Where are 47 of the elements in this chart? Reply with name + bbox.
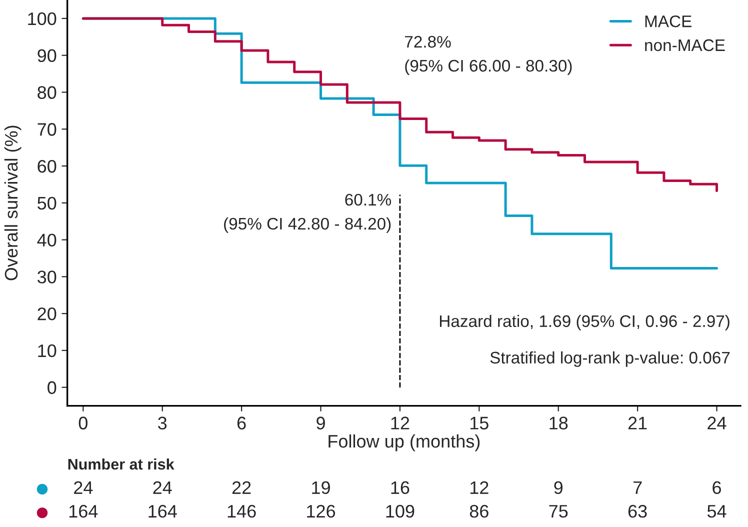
x-axis-title: Follow up (months) [328,434,480,452]
text: 63 [628,504,647,518]
text: Number at risk [68,458,174,470]
text: 54 [707,505,726,518]
annotation: 72.8% (95% CI 66.00 - 80.30) [404,36,572,75]
y-tick-label: 0 [48,381,56,394]
y-axis-title: Overall survival (%) [4,126,22,280]
text: 12 [470,481,488,494]
x-tick-label: 18 [550,416,568,430]
y-tick-label: 100 [28,12,56,26]
text: 24 [74,481,93,494]
x-tick-label: 9 [316,416,325,430]
y-tick-label: 70 [38,123,56,136]
text: 7 [633,481,642,494]
annotation: Hazard ratio, 1.69 (95% CI, 0.96 - 2.97) [440,314,730,330]
x-tick-label: 3 [158,416,167,430]
x-tick-label: 0 [78,416,88,430]
annotation: Stratified log-rank p-value: 0.067 [490,351,730,367]
text: 126 [307,504,336,518]
text: 22 [232,481,251,494]
y-tick-label: 60 [38,160,56,173]
y-tick-label: 40 [37,234,56,247]
x-tick-label: 12 [391,416,410,430]
legend-label: non-MACE [645,39,725,52]
text: 164 [69,504,98,518]
annotation: 60.1% (95% CI 42.80 - 84.20) [224,194,392,233]
text: 24 [153,481,172,494]
legend-label: MACE [645,15,692,28]
y-tick-label: 80 [38,86,56,99]
text: 164 [148,504,177,518]
x-tick-label: 21 [628,416,647,430]
y-tick-label: 30 [38,270,56,284]
x-tick-label: 15 [470,416,488,430]
x-tick-label: 6 [237,416,246,430]
y-tick-label: 90 [38,49,56,62]
text: 146 [228,504,256,518]
text: 86 [470,504,488,518]
text: 6 [712,481,721,494]
text: 16 [391,481,410,494]
y-tick-label: 10 [38,344,56,358]
text: 109 [386,504,414,518]
y-tick-label: 20 [38,308,56,320]
text: 9 [554,481,563,494]
text: 75 [549,505,568,518]
y-tick-label: 50 [38,196,56,210]
x-tick-label: 24 [708,416,726,430]
text: 19 [312,481,330,494]
